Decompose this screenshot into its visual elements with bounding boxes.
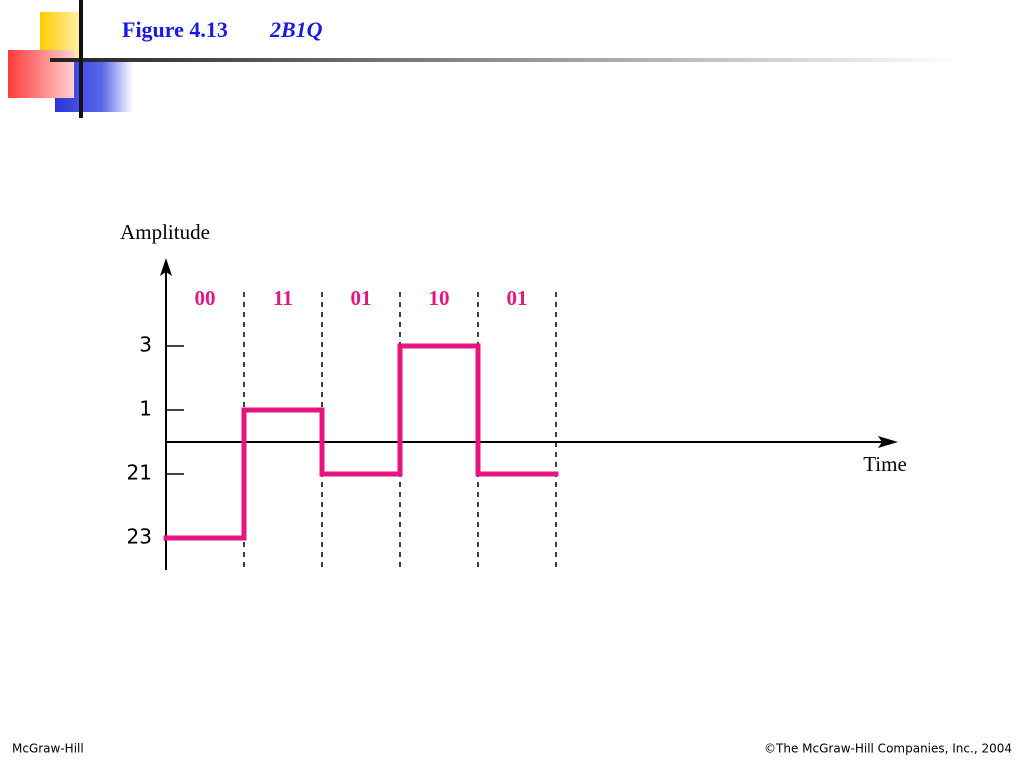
- title-rule: [50, 58, 960, 62]
- figure-number: Figure 4.13: [122, 17, 228, 42]
- bit-pair: 01: [351, 286, 372, 310]
- y-tick-label: 21: [127, 461, 152, 485]
- y-tick-label: 1: [139, 397, 152, 421]
- x-arrow: [878, 436, 898, 448]
- y-axis-label: Amplitude: [120, 220, 210, 244]
- x-axis-label: Time: [863, 452, 907, 476]
- deco-vertical: [79, 0, 83, 118]
- bit-pair: 01: [507, 286, 528, 310]
- bit-pair: 00: [195, 286, 216, 310]
- y-tick-label: 23: [127, 525, 152, 549]
- footer-right: ©The McGraw-Hill Companies, Inc., 2004: [764, 742, 1012, 756]
- bit-pair: 10: [429, 286, 450, 310]
- bit-pair: 11: [273, 286, 293, 310]
- deco-red: [8, 50, 74, 98]
- y-tick-label: 3: [139, 333, 152, 357]
- y-arrow: [160, 258, 172, 276]
- footer-left: McGraw-Hill: [12, 742, 84, 756]
- slide-title: 2B1Q: [269, 17, 323, 42]
